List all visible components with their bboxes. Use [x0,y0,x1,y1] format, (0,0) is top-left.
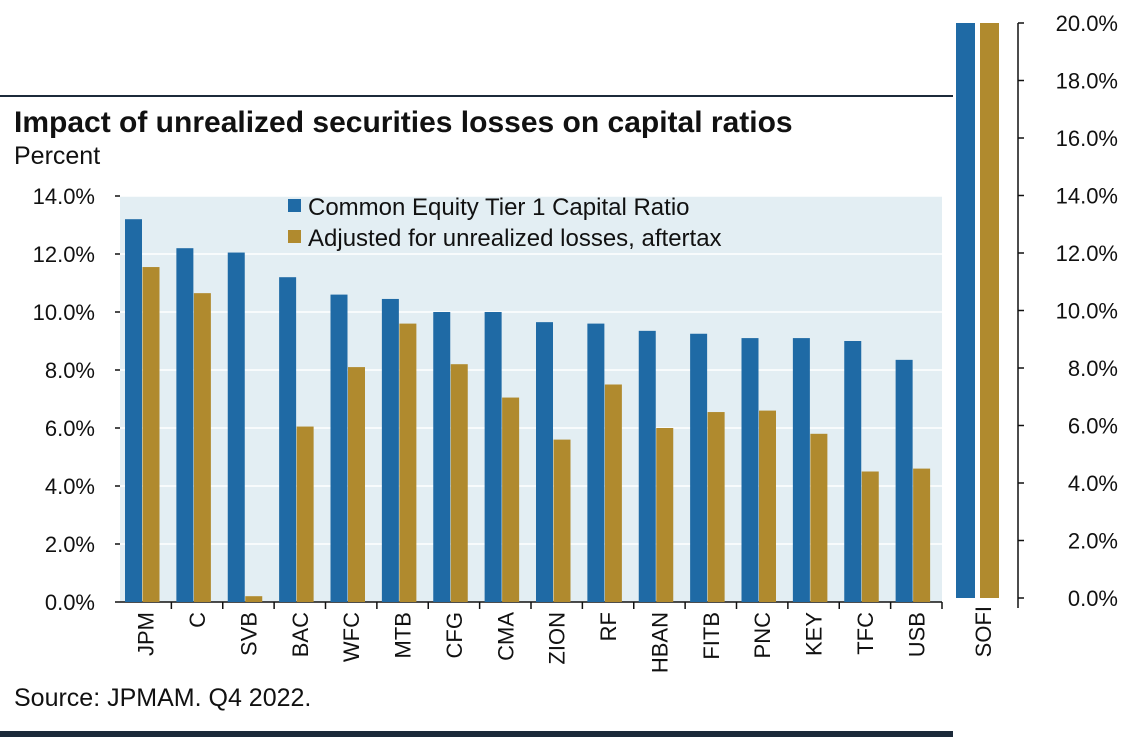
x-tick-label: KEY [802,612,827,656]
x-tick-label: TFC [853,612,878,655]
bar-adjusted [348,367,365,602]
bar-adjusted [707,412,725,602]
bar-adjusted [245,596,263,602]
bar-adjusted [656,428,674,602]
sofi-bar-cet1 [956,23,975,598]
x-tick-label: MTB [391,612,416,658]
sofi-y-tick-label: 20.0% [1056,11,1118,36]
x-tick-label: CMA [493,612,518,661]
bar-adjusted [553,439,571,602]
sofi-y-tick-label: 16.0% [1056,126,1118,151]
bar-cet1 [690,333,708,602]
x-tick-label: C [185,612,210,628]
x-tick-label: PNC [750,612,775,659]
x-tick-label: HBAN [647,612,672,673]
bar-cet1 [381,298,399,602]
y-tick-label: 4.0% [45,474,95,499]
bar-adjusted [604,384,622,602]
bar-adjusted [759,410,776,602]
bar-cet1 [176,248,194,602]
bar-cet1 [741,338,759,602]
sofi-y-tick-label: 12.0% [1056,241,1118,266]
y-tick-label: 14.0% [33,184,95,209]
source-note: Source: JPMAM. Q4 2022. [14,684,311,712]
y-tick-label: 6.0% [45,416,95,441]
legend-label-cet1: Common Equity Tier 1 Capital Ratio [308,194,690,221]
sofi-bar-adjusted [980,23,999,598]
bar-adjusted [450,364,468,602]
bar-cet1 [792,338,810,602]
x-tick-label: RF [596,612,621,641]
sofi-y-tick-label: 8.0% [1068,356,1118,381]
bar-cet1 [484,312,502,602]
bar-cet1 [587,323,605,602]
main-chart: 0.0% 2.0% 4.0% 6.0% 8.0% 10.0% 12.0% 14.0% JPM C S… [33,184,943,673]
y-tick-label: 12.0% [33,242,95,267]
bar-adjusted [810,433,828,602]
bar-adjusted [861,471,879,602]
sofi-y-tick-label: 6.0% [1068,414,1118,439]
bar-cet1 [433,312,451,602]
x-tick-label: USB [904,612,929,657]
bar-cet1 [844,341,862,602]
bar-adjusted [913,468,931,602]
sofi-y-tick-label: 14.0% [1056,184,1118,209]
chart-subtitle: Percent [14,142,100,170]
bar-cet1 [895,359,913,602]
bar-adjusted [296,426,314,602]
bar-cet1 [125,219,142,602]
x-tick-label: BAC [288,612,313,657]
bar-adjusted [142,267,160,602]
bar-cet1 [279,277,297,602]
x-tick-label: WFC [339,612,364,662]
bar-cet1 [536,322,553,602]
x-tick-label: SVB [236,612,261,656]
bar-cet1 [330,294,348,602]
y-tick-label: 10.0% [33,300,95,325]
bar-adjusted [399,323,417,602]
bottom-rule [0,731,953,737]
sofi-chart: 0.0% 2.0% 4.0% 6.0% 8.0% 10.0% 12.0% 14.0% 16.0%… [956,11,1118,657]
y-tick-label: 8.0% [45,358,95,383]
y-tick-label: 2.0% [45,532,95,557]
sofi-y-tick-label: 0.0% [1068,586,1118,611]
legend-label-adjusted: Adjusted for unrealized losses, aftertax [308,225,722,252]
bar-cet1 [227,252,245,603]
bar-cet1 [638,330,656,602]
bar-adjusted [502,397,520,602]
sofi-y-tick-label: 18.0% [1056,69,1118,94]
sofi-y-tick-label: 2.0% [1068,529,1118,554]
x-tick-label: ZION [545,612,570,665]
sofi-y-tick-label: 10.0% [1056,299,1118,324]
x-tick-label: FITB [699,612,724,660]
bar-adjusted [193,293,211,602]
x-tick-label: JPM [134,612,159,656]
x-tick-label: CFG [442,612,467,658]
sofi-y-tick-label: 4.0% [1068,471,1118,496]
legend-swatch-adjusted [288,230,301,243]
chart-title: Impact of unrealized securities losses o… [14,106,793,139]
legend-swatch-cet1 [288,199,301,212]
y-tick-label: 0.0% [45,590,95,615]
sofi-x-label: SOFI [971,606,996,657]
